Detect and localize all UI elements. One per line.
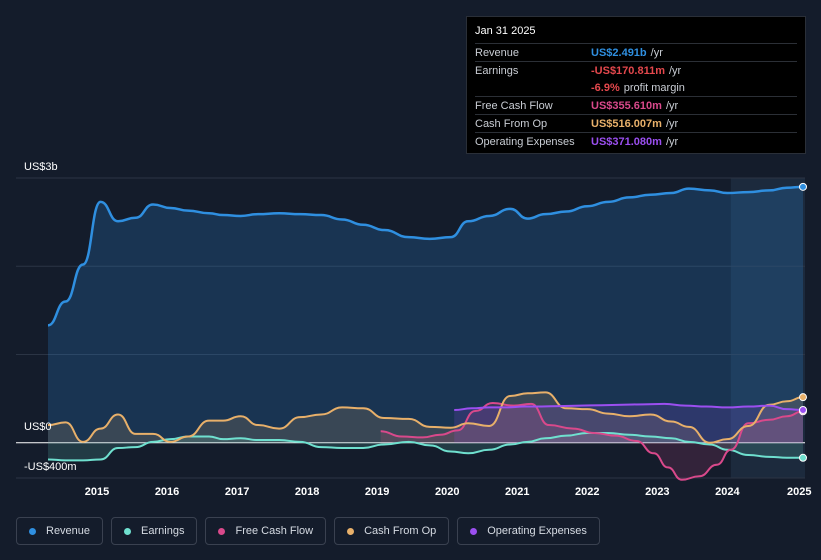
legend-label: Revenue	[46, 525, 91, 537]
legend-revenue[interactable]: Revenue	[16, 517, 104, 545]
chart-legend: Revenue Earnings Free Cash Flow Cash From O…	[16, 517, 600, 545]
y-label-top: US$3b	[24, 161, 58, 173]
tooltip-row-unit: /yr	[665, 135, 679, 148]
legend-free-cash-flow[interactable]: Free Cash Flow	[205, 517, 327, 545]
tooltip-row: Free Cash Flow US$355.610m/yr	[475, 96, 797, 114]
legend-dot-icon	[470, 527, 478, 535]
tooltip-date: Jan 31 2025	[475, 25, 536, 37]
x-tick-2021: 2021	[505, 486, 529, 498]
x-tick-2025: 2025	[787, 486, 811, 498]
tooltip-row: Earnings -US$170.811m/yr	[475, 61, 797, 79]
legend-earnings[interactable]: Earnings	[111, 517, 198, 545]
legend-label: Earnings	[141, 525, 185, 537]
x-tick-2024: 2024	[715, 486, 740, 498]
operating-expenses-line	[454, 402, 804, 412]
x-tick-2019: 2019	[365, 486, 389, 498]
x-tick-2016: 2016	[155, 486, 179, 498]
legend-dot-icon	[29, 527, 36, 535]
legend-dot-icon	[124, 527, 132, 535]
tooltip-row-label: Earnings	[475, 64, 519, 77]
x-tick-2015: 2015	[85, 486, 109, 498]
free-cash-flow-line	[380, 401, 804, 481]
tooltip-row-label: Revenue	[475, 46, 520, 59]
x-axis-ticks: 2015 2016 2017 2018 2019 2020 2021 2022 2023 2024…	[85, 486, 812, 498]
tooltip-row-unit: /yr	[665, 99, 679, 112]
tooltip-row-label: Free Cash Flow	[475, 99, 553, 112]
cash-from-op-area	[48, 392, 803, 443]
tooltip-row-unit: profit margin	[623, 81, 685, 94]
earnings-line	[47, 432, 804, 462]
tooltip-row-value: US$355.610m	[591, 99, 662, 112]
series-areas	[48, 186, 803, 480]
earnings-area	[48, 433, 803, 461]
free-cash-flow-area	[380, 403, 803, 480]
tooltip-row-value: US$371.080m	[591, 135, 662, 148]
legend-dot-icon	[218, 527, 226, 535]
x-tick-2023: 2023	[645, 486, 669, 498]
x-tick-2020: 2020	[435, 486, 459, 498]
revenue-line	[47, 185, 804, 327]
legend-label: Operating Expenses	[487, 525, 587, 537]
legend-label: Cash From Op	[364, 525, 437, 537]
x-tick-2022: 2022	[575, 486, 599, 498]
tooltip-row-unit: /yr	[669, 64, 682, 77]
y-label-bottom: -US$400m	[24, 461, 77, 473]
y-label-zero: US$0	[24, 421, 52, 433]
revenue-area	[48, 186, 803, 443]
tooltip-row-value: US$2.491b	[591, 46, 647, 59]
legend-cash-from-op[interactable]: Cash From Op	[334, 517, 450, 545]
tooltip-row: -6.9% profit margin	[475, 79, 797, 96]
tooltip-row-unit: /yr	[650, 46, 663, 59]
cash-from-op-line	[47, 391, 804, 444]
tooltip-row: Revenue US$2.491b/yr	[475, 43, 797, 61]
x-tick-2018: 2018	[295, 486, 319, 498]
earnings-end-point	[799, 453, 807, 462]
tooltip-row-value: US$516.007m	[591, 117, 662, 130]
operating-expenses-area	[454, 403, 803, 443]
legend-label: Free Cash Flow	[235, 525, 314, 537]
legend-dot-icon	[347, 527, 355, 535]
series-lines	[47, 185, 804, 481]
tooltip-rows: Revenue US$2.491b/yr Earnings -US$170.811m /…	[475, 43, 797, 150]
tooltip-row-label: Cash From Op	[475, 117, 548, 130]
tooltip-row-value: -6.9%	[591, 81, 620, 94]
tooltip-row-value: -US$170.811m	[591, 64, 665, 77]
series-endpoints	[799, 182, 807, 462]
revenue-end-point	[799, 182, 807, 191]
cash-from-op-end-point	[799, 393, 807, 402]
x-tick-2017: 2017	[225, 486, 249, 498]
tooltip-row: Cash From Op US$516.007m/yr	[475, 114, 797, 132]
tooltip-row-unit: /yr	[665, 117, 679, 130]
data-tooltip: Jan 31 2025 Revenue US$2.491b/yr Earnings -…	[466, 16, 806, 154]
tooltip-row-label: Operating Expenses	[475, 135, 575, 148]
operating-expenses-end-point	[799, 405, 807, 414]
tooltip-row: Operating Expenses US$371.080m/yr	[475, 132, 797, 150]
legend-operating-expenses[interactable]: Operating Expenses	[457, 517, 600, 545]
